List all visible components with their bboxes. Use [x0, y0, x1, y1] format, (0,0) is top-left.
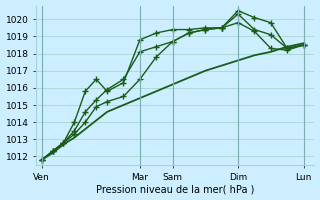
X-axis label: Pression niveau de la mer( hPa ): Pression niveau de la mer( hPa ) — [96, 184, 254, 194]
